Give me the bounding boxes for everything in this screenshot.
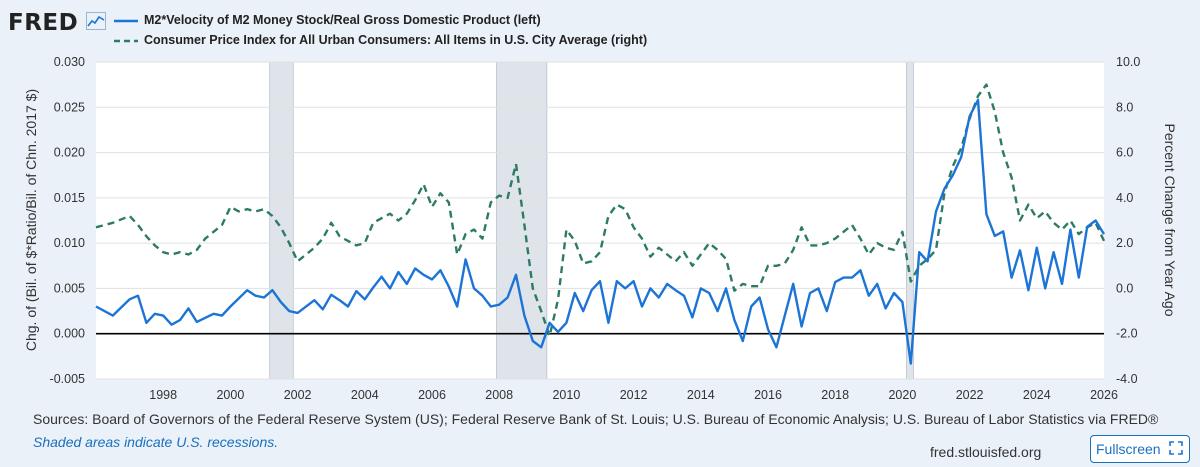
x-tick-label: 2014: [687, 388, 715, 402]
y-axis-label-right: Percent Change from Year Ago: [1162, 123, 1178, 316]
y-left-tick-label: 0.030: [54, 55, 85, 69]
y-left-tick-label: 0.020: [54, 146, 85, 160]
series-line-m2-velocity: [95, 98, 1106, 365]
x-tick-label: 2004: [351, 388, 379, 402]
x-tick-label: 2026: [1090, 388, 1118, 402]
x-tick-label: 2022: [956, 388, 984, 402]
y-right-tick-label: 2.0: [1116, 236, 1133, 250]
x-tick-label: 2024: [1023, 388, 1051, 402]
y-right-tick-label: 4.0: [1116, 191, 1133, 205]
recession-band: [269, 61, 294, 380]
x-tick-label: 2002: [284, 388, 312, 402]
x-tick-label: 2000: [216, 388, 244, 402]
x-tick-label: 2010: [552, 388, 580, 402]
y-right-tick-label: 10.0: [1116, 55, 1140, 69]
fullscreen-button[interactable]: Fullscreen: [1090, 435, 1190, 463]
fred-logo[interactable]: FRED: [8, 10, 79, 36]
y-left-tick-label: 0.000: [54, 327, 85, 341]
x-tick-label: 2008: [485, 388, 513, 402]
x-tick-label: 2006: [418, 388, 446, 402]
y-axis-label-left: Chg. of (Bil. of $*Ratio/Bil. of Chn. 20…: [23, 89, 39, 351]
y-left-tick-label: 0.025: [54, 100, 85, 114]
line-chart: 1998 2000 2002 2004 2006 2008 2010 2012 2014 2016…: [23, 55, 1178, 402]
y-left-tick-label: 0.005: [54, 281, 85, 295]
legend-solid-line: [114, 19, 138, 23]
y-right-tick-label: -4.0: [1116, 372, 1138, 386]
y-right-tick-label: 8.0: [1116, 100, 1133, 114]
y-right-tick-label: 6.0: [1116, 146, 1133, 160]
legend-dashed-line: [114, 39, 138, 43]
x-tick-label: 2020: [888, 388, 916, 402]
recession-note: Shaded areas indicate U.S. recessions.: [33, 434, 279, 450]
legend-label-m2-velocity: M2*Velocity of M2 Money Stock/Real Gross…: [144, 13, 541, 27]
legend-label-cpi: Consumer Price Index for All Urban Consu…: [144, 33, 648, 47]
y-left-tick-label: 0.010: [54, 236, 85, 250]
line-chart-icon: [86, 12, 106, 30]
x-tick-label: 2012: [620, 388, 648, 402]
x-tick-label: 1998: [149, 388, 177, 402]
x-tick-label: 2016: [754, 388, 782, 402]
fullscreen-label: Fullscreen: [1096, 441, 1161, 457]
x-tick-label: 2018: [821, 388, 849, 402]
y-left-tick-label: 0.015: [54, 191, 85, 205]
y-right-tick-label: 0.0: [1116, 281, 1133, 295]
series-line-cpi: [95, 83, 1106, 338]
y-right-tick-label: -2.0: [1116, 327, 1138, 341]
recession-band: [496, 61, 548, 380]
y-left-tick-label: -0.005: [50, 372, 85, 386]
site-link[interactable]: fred.stlouisfed.org: [930, 444, 1042, 460]
expand-icon: [1169, 441, 1183, 455]
sources-text: Sources: Board of Governors of the Feder…: [33, 411, 1159, 427]
chart-header: FRED M2*Velocity of M2 Money Stock/Real …: [0, 0, 1200, 58]
plot-area: [96, 62, 1104, 379]
